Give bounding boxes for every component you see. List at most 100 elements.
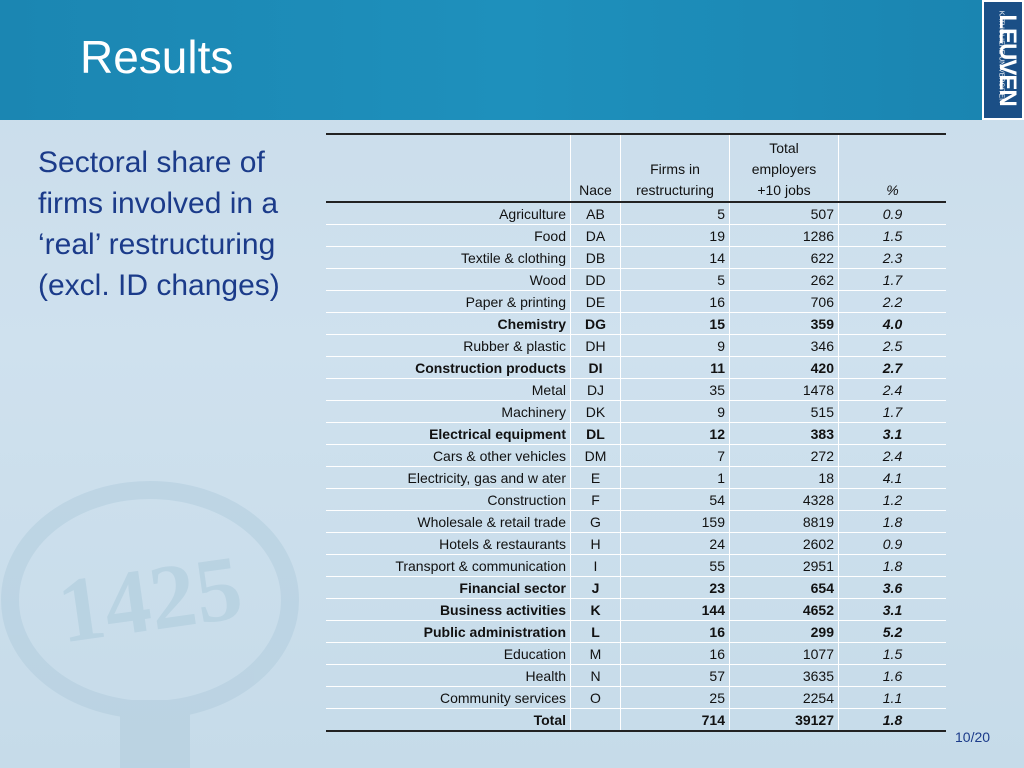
cell-sector: Cars & other vehicles xyxy=(326,444,571,467)
cell-sector: Education xyxy=(326,642,571,665)
table-row: Electrical equipment DL 12 383 3.1 xyxy=(326,422,946,445)
cell-employers: 359 xyxy=(729,312,839,335)
cell-nace: DD xyxy=(570,268,621,291)
cell-pct: 1.7 xyxy=(838,268,946,291)
cell-firms: 19 xyxy=(620,224,730,247)
cell-pct: 4.0 xyxy=(838,312,946,335)
cell-firms: 5 xyxy=(620,202,730,225)
cell-nace: J xyxy=(570,576,621,599)
table-row: Rubber & plastic DH 9 346 2.5 xyxy=(326,334,946,357)
cell-firms: 9 xyxy=(620,400,730,423)
cell-sector: Rubber & plastic xyxy=(326,334,571,357)
table-row: Electricity, gas and w ater E 1 18 4.1 xyxy=(326,466,946,489)
table-row: Paper & printing DE 16 706 2.2 xyxy=(326,290,946,313)
cell-nace: DA xyxy=(570,224,621,247)
header-sector xyxy=(326,133,571,203)
cell-employers: 3635 xyxy=(729,664,839,687)
cell-employers: 346 xyxy=(729,334,839,357)
cell-sector: Metal xyxy=(326,378,571,401)
cell-sector: Construction xyxy=(326,488,571,511)
cell-firms: 159 xyxy=(620,510,730,533)
cell-nace: DJ xyxy=(570,378,621,401)
cell-employers: 39127 xyxy=(729,708,839,732)
cell-firms: 14 xyxy=(620,246,730,269)
cell-sector: Construction products xyxy=(326,356,571,379)
cell-pct: 2.4 xyxy=(838,444,946,467)
cell-firms: 16 xyxy=(620,290,730,313)
cell-sector: Chemistry xyxy=(326,312,571,335)
cell-nace: M xyxy=(570,642,621,665)
cell-employers: 1077 xyxy=(729,642,839,665)
cell-firms: 9 xyxy=(620,334,730,357)
cell-firms: 35 xyxy=(620,378,730,401)
cell-sector: Machinery xyxy=(326,400,571,423)
cell-firms: 23 xyxy=(620,576,730,599)
cell-employers: 18 xyxy=(729,466,839,489)
cell-sector: Wood xyxy=(326,268,571,291)
page-number: 10/20 xyxy=(955,729,991,745)
table-total-row: Total 714 39127 1.8 xyxy=(326,708,946,732)
cell-pct: 1.5 xyxy=(838,224,946,247)
table-row: Financial sector J 23 654 3.6 xyxy=(326,576,946,599)
cell-nace: N xyxy=(570,664,621,687)
cell-firms: 16 xyxy=(620,620,730,643)
table-row: Wood DD 5 262 1.7 xyxy=(326,268,946,291)
cell-employers: 383 xyxy=(729,422,839,445)
logo-tagline: KATHOLIEKE UNIVERSITEIT xyxy=(997,10,1005,105)
cell-pct: 1.6 xyxy=(838,664,946,687)
slide-subtitle: Sectoral share of firms involved in a ‘r… xyxy=(38,146,280,302)
cell-pct: 2.5 xyxy=(838,334,946,357)
cell-sector: Business activities xyxy=(326,598,571,621)
cell-firms: 16 xyxy=(620,642,730,665)
cell-nace: AB xyxy=(570,202,621,225)
cell-employers: 2951 xyxy=(729,554,839,577)
cell-nace: DH xyxy=(570,334,621,357)
cell-pct: 2.7 xyxy=(838,356,946,379)
table-row: Community services O 25 2254 1.1 xyxy=(326,686,946,709)
cell-sector: Total xyxy=(326,708,571,732)
cell-sector: Food xyxy=(326,224,571,247)
cell-firms: 55 xyxy=(620,554,730,577)
cell-nace: DM xyxy=(570,444,621,467)
cell-pct: 3.6 xyxy=(838,576,946,599)
cell-nace: F xyxy=(570,488,621,511)
table-row: Construction F 54 4328 1.2 xyxy=(326,488,946,511)
key-emblem-watermark: 1425 xyxy=(1,481,299,768)
cell-sector: Agriculture xyxy=(326,202,571,225)
table-row: Health N 57 3635 1.6 xyxy=(326,664,946,687)
logo-panel: LEUVEN KATHOLIEKE UNIVERSITEIT xyxy=(984,2,1022,118)
cell-sector: Paper & printing xyxy=(326,290,571,313)
cell-employers: 272 xyxy=(729,444,839,467)
cell-pct: 1.5 xyxy=(838,642,946,665)
table-row: Transport & communication I 55 2951 1.8 xyxy=(326,554,946,577)
cell-pct: 1.8 xyxy=(838,708,946,732)
cell-sector: Transport & communication xyxy=(326,554,571,577)
table-row: Chemistry DG 15 359 4.0 xyxy=(326,312,946,335)
table-row: Public administration L 16 299 5.2 xyxy=(326,620,946,643)
cell-employers: 4328 xyxy=(729,488,839,511)
cell-pct: 4.1 xyxy=(838,466,946,489)
table-header-row: Nace Firms in restructuring Total employer… xyxy=(326,133,946,203)
title-bar: Results LEUVEN KATHOLIEKE UNIVERSITEIT xyxy=(0,0,1024,120)
table-row: Food DA 19 1286 1.5 xyxy=(326,224,946,247)
cell-pct: 0.9 xyxy=(838,532,946,555)
cell-firms: 57 xyxy=(620,664,730,687)
cell-nace: K xyxy=(570,598,621,621)
emblem-year: 1425 xyxy=(52,536,248,663)
cell-employers: 1286 xyxy=(729,224,839,247)
cell-nace: L xyxy=(570,620,621,643)
slide-title: Results xyxy=(80,31,234,83)
cell-employers: 1478 xyxy=(729,378,839,401)
header-pct: % xyxy=(838,133,946,203)
cell-firms: 1 xyxy=(620,466,730,489)
cell-nace: G xyxy=(570,510,621,533)
cell-sector: Electricity, gas and w ater xyxy=(326,466,571,489)
header-employers: Total employers +10 jobs xyxy=(729,133,839,203)
table-row: Construction products DI 11 420 2.7 xyxy=(326,356,946,379)
cell-pct: 1.8 xyxy=(838,510,946,533)
cell-nace: DE xyxy=(570,290,621,313)
university-logo: LEUVEN KATHOLIEKE UNIVERSITEIT xyxy=(982,0,1024,120)
table-row: Metal DJ 35 1478 2.4 xyxy=(326,378,946,401)
table-row: Machinery DK 9 515 1.7 xyxy=(326,400,946,423)
cell-employers: 622 xyxy=(729,246,839,269)
